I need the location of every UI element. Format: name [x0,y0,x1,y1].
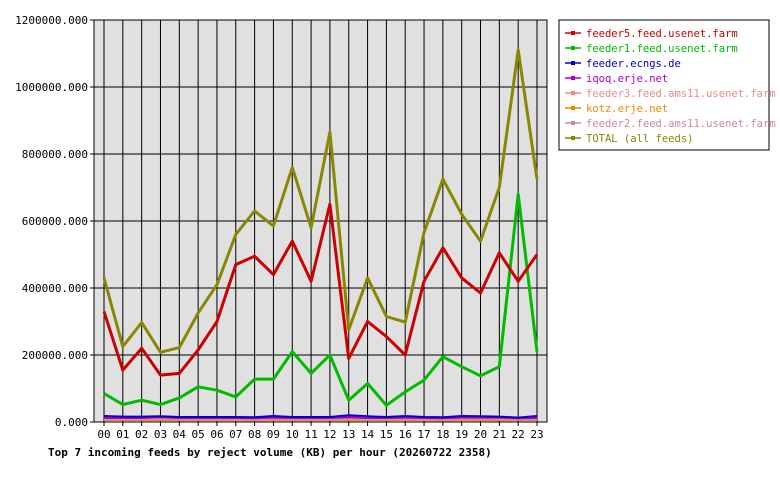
y-tick-label: 1200000.000 [15,14,88,27]
x-tick-label: 11 [304,428,317,441]
series-line-4 [104,418,537,421]
legend-label: feeder5.feed.usenet.farm [586,28,738,40]
legend-marker [571,61,575,65]
y-tick-label: 800000.000 [22,148,88,161]
series-line-7 [102,48,539,354]
legend-label: TOTAL (all feeds) [586,133,693,145]
series-lines [102,48,539,422]
y-tick-label: 1000000.000 [15,81,88,94]
y-tick-label: 200000.000 [22,349,88,362]
y-tick-label: 400000.000 [22,282,88,295]
x-tick-label: 14 [361,428,375,441]
legend-label: feeder2.feed.ams11.usenet.farm [586,118,776,130]
x-tick-label: 02 [135,428,148,441]
x-tick-label: 01 [116,428,129,441]
legend-box [558,19,770,151]
x-tick-label: 15 [380,428,393,441]
x-tick-label: 12 [323,428,336,441]
legend-marker [571,46,575,50]
legend: feeder5.feed.usenet.farm feeder1.feed.use… [558,19,776,151]
x-tick-label: 03 [154,428,167,441]
legend-marker [571,91,575,95]
x-tick-label: 07 [229,428,242,441]
legend-marker [571,31,575,35]
x-tick-label: 00 [97,428,110,441]
x-tick-label: 18 [436,428,449,441]
series-line-0 [102,202,539,377]
x-tick-label: 04 [173,428,187,441]
x-tick-label: 16 [399,428,412,441]
y-axis: 0.000 200000.000 400000.000 600000.000 80000… [15,14,94,429]
x-tick-label: 10 [286,428,299,441]
x-tick-label: 23 [530,428,543,441]
x-tick-label: 17 [417,428,430,441]
x-tick-label: 09 [267,428,280,441]
legend-marker [571,106,575,110]
y-tick-label: 600000.000 [22,215,88,228]
y-tick-label: 0.000 [55,416,88,429]
legend-marker [571,121,575,125]
x-tick-label: 06 [210,428,223,441]
x-tick-label: 21 [493,428,506,441]
x-tick-label: 22 [512,428,525,441]
chart-title: Top 7 incoming feeds by reject volume (K… [48,446,492,459]
legend-label: kotz.erje.net [586,103,668,115]
x-tick-label: 05 [192,428,205,441]
legend-label: iqoq.erje.net [586,73,668,85]
series-line-1 [103,192,539,407]
legend-label: feeder.ecngs.de [586,58,681,70]
x-tick-label: 13 [342,428,355,441]
series-line-2 [103,414,538,419]
x-tick-label: 19 [455,428,468,441]
x-tick-label: 08 [248,428,261,441]
plot-border [93,19,548,423]
legend-marker [571,76,575,80]
legend-label: feeder3.feed.ams11.usenet.farm [586,88,776,100]
legend-label: feeder1.feed.usenet.farm [586,43,738,55]
x-axis: 00 01 02 03 04 05 06 07 08 09 10 11 12 13 14 15 16 17 18 19… [97,422,544,441]
x-tick-label: 20 [474,428,487,441]
legend-marker [571,136,575,140]
